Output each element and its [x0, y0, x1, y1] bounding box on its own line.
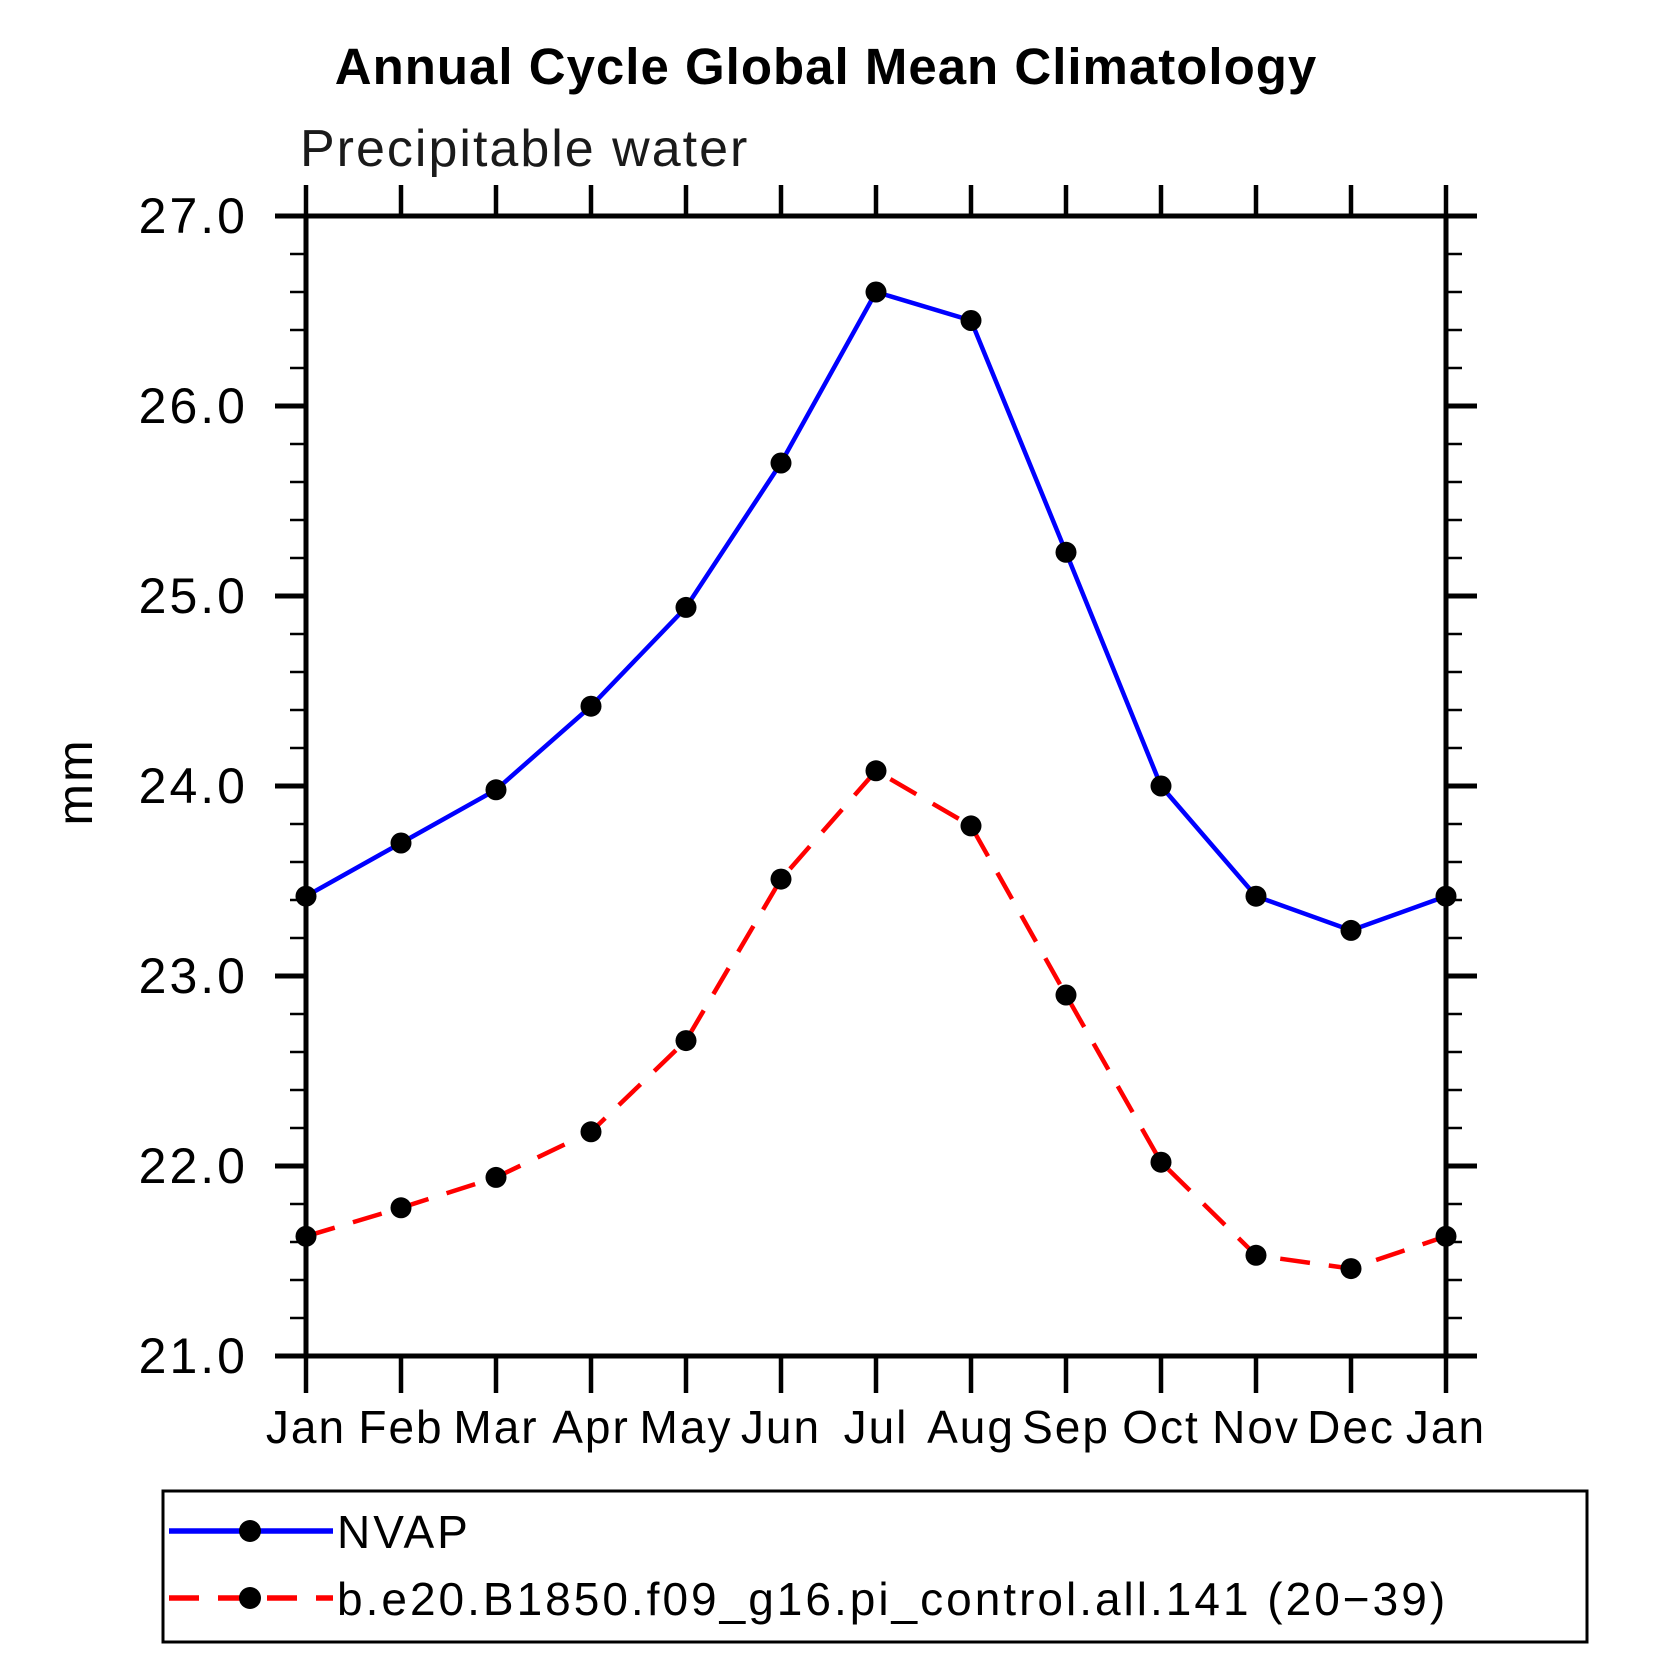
series-line-0: [304, 289, 1447, 933]
x-tick-label: May: [640, 1401, 733, 1453]
data-point-marker: [1150, 775, 1172, 797]
y-tick-label: 23.0: [139, 948, 248, 1004]
data-point-marker: [1340, 1258, 1362, 1280]
x-tick-label: Dec: [1307, 1401, 1395, 1453]
data-point-marker: [580, 1121, 602, 1143]
data-point-marker: [960, 310, 982, 331]
data-point-marker: [960, 815, 982, 837]
series-line-1: [305, 767, 1447, 1271]
y-tick-label: 24.0: [139, 758, 248, 814]
data-point-marker: [1150, 1151, 1172, 1173]
data-point-marker: [1055, 984, 1077, 1006]
data-point-marker: [1055, 541, 1077, 563]
y-tick-label: 21.0: [139, 1328, 248, 1384]
data-point-marker: [1435, 1225, 1457, 1247]
legend-sample-marker-0: [239, 1520, 261, 1542]
data-point-marker: [1245, 885, 1267, 907]
y-tick-label: 22.0: [139, 1138, 248, 1194]
legend-label-model: b.e20.B1850.f09_g16.pi_control.all.141 (…: [337, 1573, 1448, 1625]
x-tick-label: Mar: [453, 1401, 538, 1453]
legend-line-samples: [169, 1520, 333, 1609]
data-point-marker: [485, 779, 507, 801]
data-point-marker: [675, 596, 697, 618]
x-tick-label: Aug: [927, 1401, 1015, 1453]
y-tick-label: 27.0: [139, 188, 248, 244]
x-tick-label: Jan: [266, 1401, 346, 1453]
chart-title: Annual Cycle Global Mean Climatology: [335, 38, 1318, 95]
plot-frame: [303, 213, 1449, 1359]
x-tick-label: Apr: [552, 1401, 630, 1453]
data-point-marker: [485, 1166, 507, 1188]
data-point-marker: [770, 452, 792, 474]
axis-ticks: [275, 185, 1477, 1393]
legend-box: [161, 1489, 1589, 1644]
x-tick-label: Jun: [741, 1401, 821, 1453]
data-point-marker: [390, 832, 412, 854]
x-tick-label: Sep: [1022, 1401, 1110, 1453]
x-tick-label: Oct: [1122, 1401, 1200, 1453]
data-point-marker: [1340, 919, 1362, 941]
y-axis-label: mm: [47, 738, 103, 825]
data-series: [295, 281, 1457, 1280]
x-tick-label: Jan: [1406, 1401, 1486, 1453]
data-point-marker: [1245, 1244, 1267, 1266]
data-point-marker: [295, 1225, 317, 1247]
data-point-marker: [865, 760, 887, 782]
y-tick-label: 25.0: [139, 568, 248, 624]
data-point-marker: [390, 1197, 412, 1219]
x-tick-label: Jul: [844, 1401, 909, 1453]
legend-sample-marker-1: [239, 1587, 261, 1609]
data-point-marker: [865, 281, 887, 303]
chart-subtitle: Precipitable water: [300, 120, 749, 178]
data-point-marker: [295, 885, 317, 907]
y-tick-label: 26.0: [139, 378, 248, 434]
data-point-marker: [580, 695, 602, 717]
x-tick-label: Nov: [1212, 1401, 1300, 1453]
legend: NVAP b.e20.B1850.f09_g16.pi_control.all.…: [161, 1489, 1589, 1644]
legend-label-nvap: NVAP: [337, 1506, 471, 1558]
data-point-marker: [1435, 885, 1457, 907]
data-point-marker: [675, 1030, 697, 1052]
data-point-marker: [770, 868, 792, 890]
x-tick-label: Feb: [358, 1401, 443, 1453]
